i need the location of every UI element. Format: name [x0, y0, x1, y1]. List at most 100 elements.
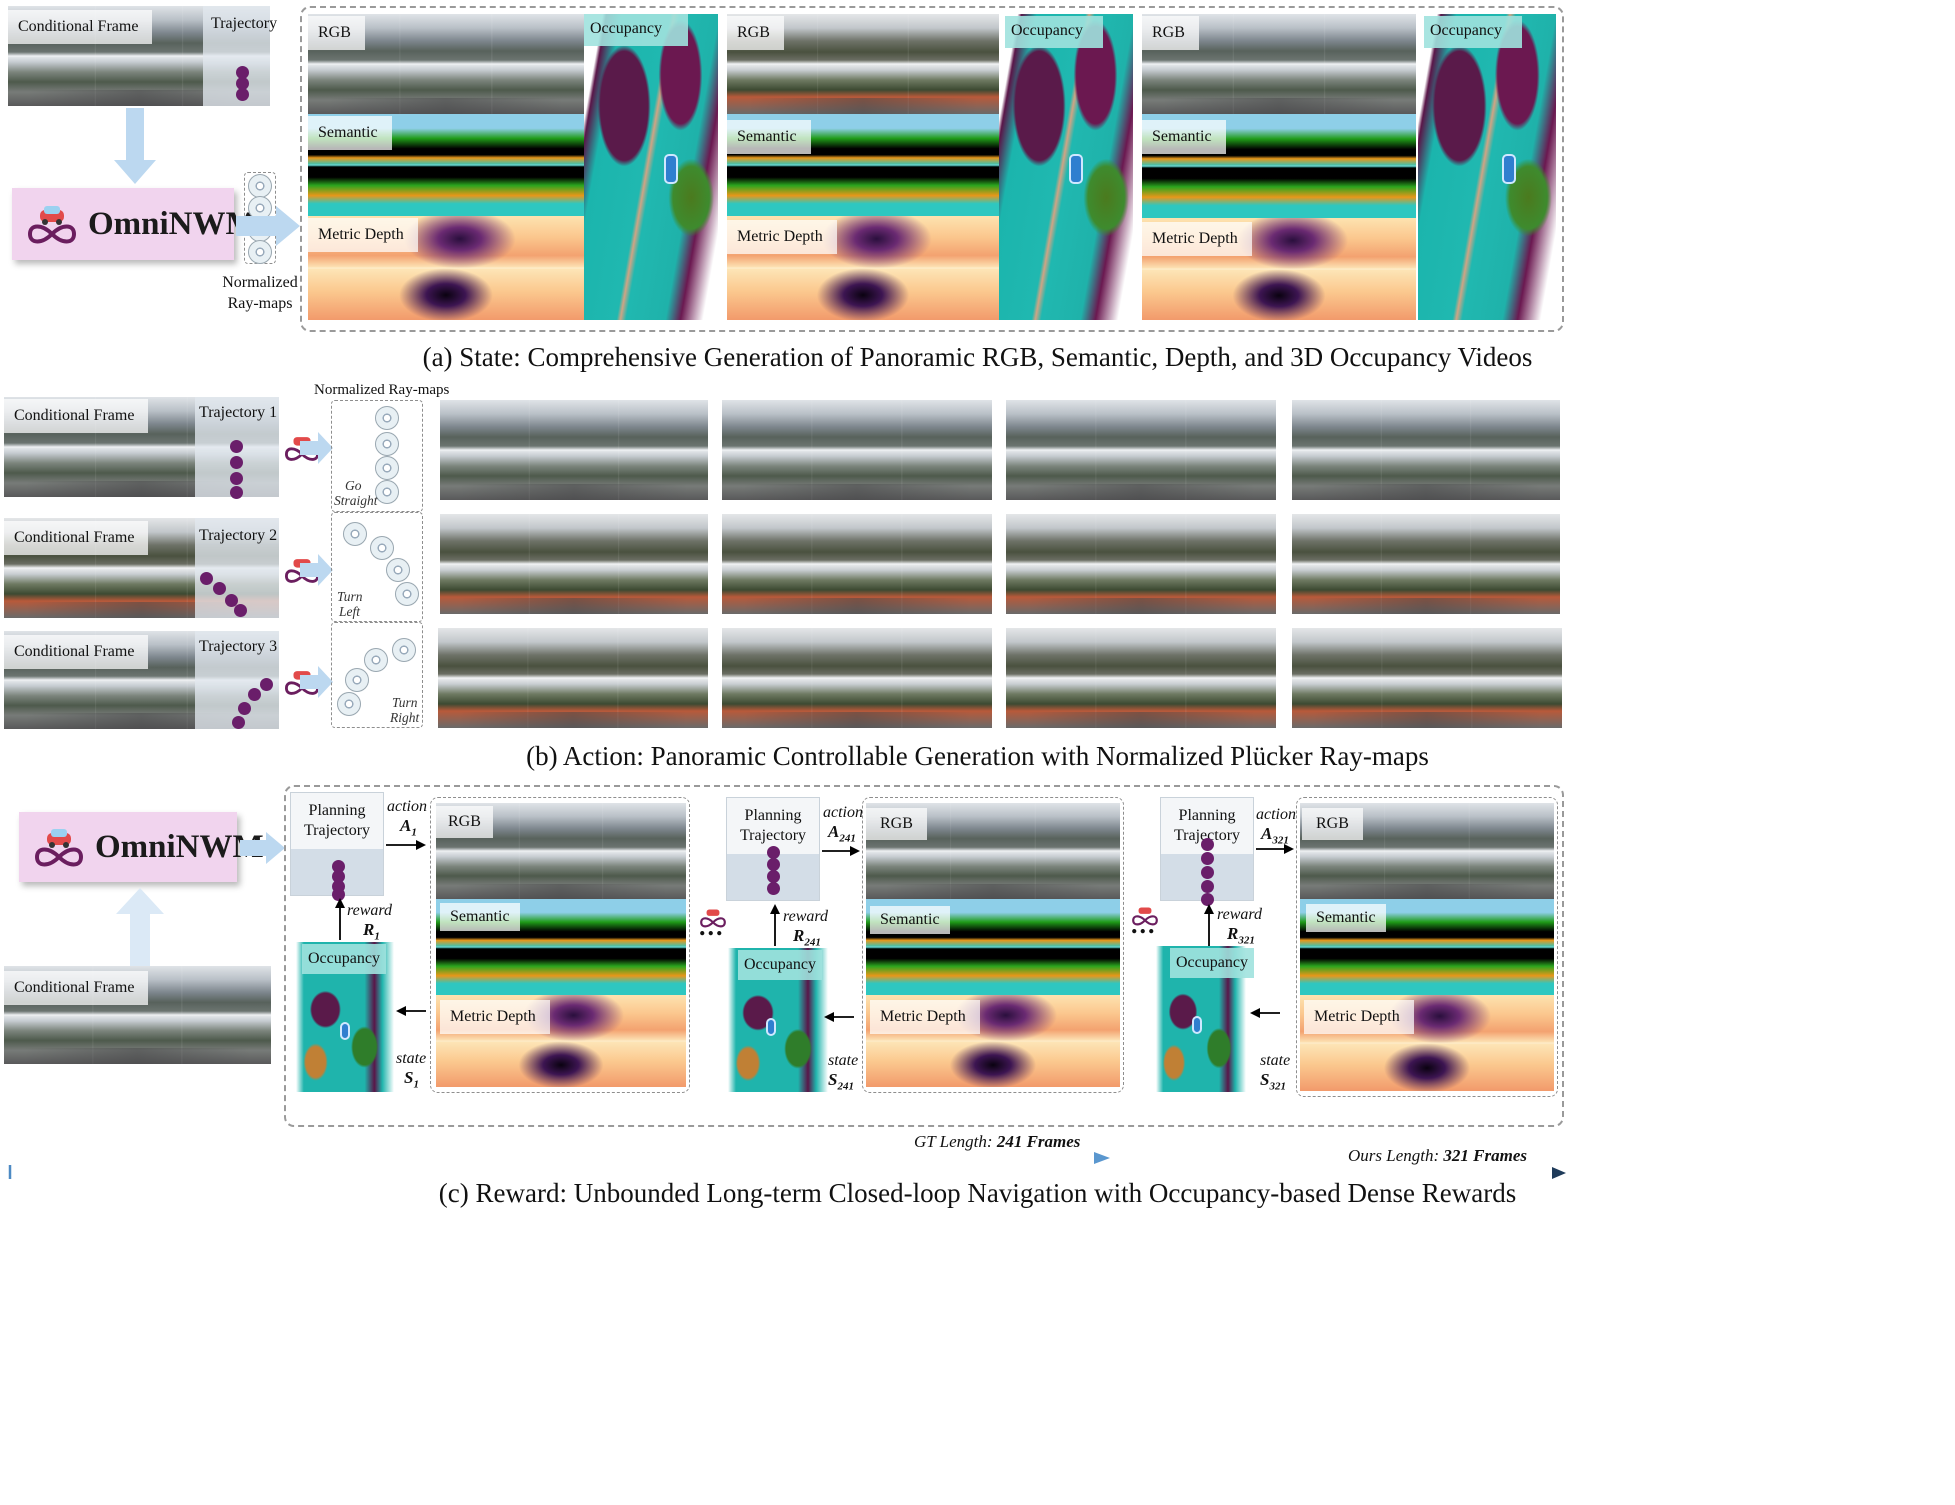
ours-length-text: Ours Length: 321 Frames	[1348, 1146, 1527, 1166]
caption-a: (a) State: Comprehensive Generation of P…	[422, 342, 1533, 372]
trajectory-dot	[236, 88, 249, 101]
metric-depth-label: Metric Depth	[727, 220, 837, 254]
caption-b: (b) Action: Panoramic Controllable Gener…	[526, 741, 1429, 771]
ray-map-cell	[331, 400, 423, 512]
conditional-frame-label: Conditional Frame	[4, 635, 149, 669]
arrow-left-icon	[396, 1006, 426, 1016]
down-arrow-icon	[114, 108, 156, 184]
trajectory-dot	[1201, 893, 1214, 906]
ours-timeline-arrow	[8, 1165, 1566, 1179]
trajectory-dot	[230, 486, 243, 499]
omninwm-logo-icon	[24, 200, 80, 248]
metric-depth-label: Metric Depth	[1304, 1000, 1414, 1034]
omninwm-box-c: OmniNWM	[19, 812, 264, 882]
generated-frame	[722, 514, 992, 614]
trajectory-dot	[236, 77, 249, 90]
action-symbol: A321	[1261, 824, 1289, 847]
trajectory-dot	[213, 582, 226, 595]
caption-c: (c) Reward: Unbounded Long-term Closed-l…	[438, 1178, 1517, 1208]
trajectory-dot	[232, 716, 245, 729]
arrow-up-icon	[335, 898, 345, 940]
up-arrow-icon	[116, 888, 164, 966]
ego-car-icon	[1192, 1016, 1202, 1034]
arrow-left-icon	[1250, 1008, 1280, 1018]
ray-map-icon	[345, 668, 369, 692]
reward-symbol: R1	[363, 920, 380, 943]
trajectory-dot	[1201, 866, 1214, 879]
right-arrow-icon	[240, 832, 285, 864]
rgb-label: RGB	[1302, 808, 1363, 840]
ray-map-icon	[248, 174, 272, 198]
rgb-label: RGB	[727, 16, 784, 50]
semantic-label: Semantic	[308, 116, 392, 150]
generated-frame	[722, 628, 992, 728]
state-panel-frame	[430, 797, 690, 1093]
conditional-frame-label: Conditional Frame	[4, 399, 149, 433]
state-panel-frame	[862, 797, 1124, 1093]
trajectory-dot	[332, 888, 345, 901]
state-symbol: S241	[828, 1070, 854, 1093]
action-label: action	[823, 804, 863, 821]
action-symbol: A1	[400, 816, 417, 839]
conditional-frame-label: Conditional Frame	[4, 521, 149, 555]
arrow-right-icon	[822, 846, 860, 856]
trajectory-dot	[200, 572, 213, 585]
trajectory-dot	[234, 604, 247, 617]
reward-label: reward	[783, 908, 829, 925]
ray-map-icon	[337, 692, 361, 716]
reward-symbol: R241	[793, 926, 821, 949]
metric-depth-label: Metric Depth	[870, 1000, 980, 1034]
planning-trajectory-label: Planning Trajectory	[727, 798, 819, 854]
trajectory-dot	[225, 594, 238, 607]
trajectory-dot	[767, 846, 780, 859]
occupancy-map	[999, 14, 1133, 320]
state-symbol: S321	[1260, 1070, 1286, 1093]
rgb-label: RGB	[308, 16, 365, 50]
occupancy-label: Occupancy	[1424, 16, 1522, 48]
ellipsis: ...	[699, 912, 725, 941]
omninwm-logo-icon	[1132, 907, 1158, 926]
right-arrow-icon	[300, 432, 333, 464]
trajectory-dot	[767, 882, 780, 895]
right-arrow-icon	[300, 554, 333, 586]
generated-frame	[1292, 514, 1560, 614]
generated-frame	[1006, 628, 1276, 728]
state-label: state	[828, 1052, 859, 1069]
trajectory-label-a: Trajectory	[211, 15, 278, 32]
ray-map-cell	[331, 622, 423, 728]
ray-map-icon	[375, 456, 399, 480]
semantic-label: Semantic	[1306, 904, 1386, 932]
right-arrow-icon	[300, 666, 333, 698]
trajectory-label: Trajectory 3	[199, 638, 278, 655]
occupancy-map	[1418, 14, 1556, 320]
trajectory-dot	[332, 870, 345, 883]
semantic-label: Semantic	[440, 903, 520, 931]
state-panel-frame	[1296, 797, 1558, 1097]
rgb-label: RGB	[866, 808, 927, 840]
closed-loop-frame	[284, 785, 1564, 1127]
state-symbol: S1	[404, 1068, 419, 1091]
maneuver-label: Left	[339, 604, 361, 619]
gt-length-label: GT Length:	[914, 1132, 997, 1151]
arrow-up-icon	[1204, 904, 1214, 946]
omninwm-logo-icon	[31, 823, 87, 871]
generated-frame	[1292, 400, 1560, 500]
generated-frame	[722, 400, 992, 500]
occupancy-label: Occupancy	[302, 944, 386, 974]
ray-map-icon	[392, 638, 416, 662]
trajectory-dot	[1201, 838, 1214, 851]
arrow-left-icon	[824, 1012, 854, 1022]
trajectory-dot	[767, 858, 780, 871]
ray-map-icon	[375, 480, 399, 504]
ego-car-icon	[766, 1018, 776, 1036]
ray-map-icon	[395, 582, 419, 606]
maneuver-label: Turn	[337, 589, 363, 604]
state-label: state	[1260, 1052, 1291, 1069]
occupancy-map	[584, 14, 718, 320]
state-label: state	[396, 1050, 427, 1067]
gt-timeline-arrow	[10, 1152, 1110, 1164]
maneuver-label: Turn	[392, 695, 418, 710]
generated-frame	[1292, 628, 1562, 728]
occupancy-label: Occupancy	[584, 14, 688, 46]
ego-car-icon	[340, 1022, 350, 1040]
